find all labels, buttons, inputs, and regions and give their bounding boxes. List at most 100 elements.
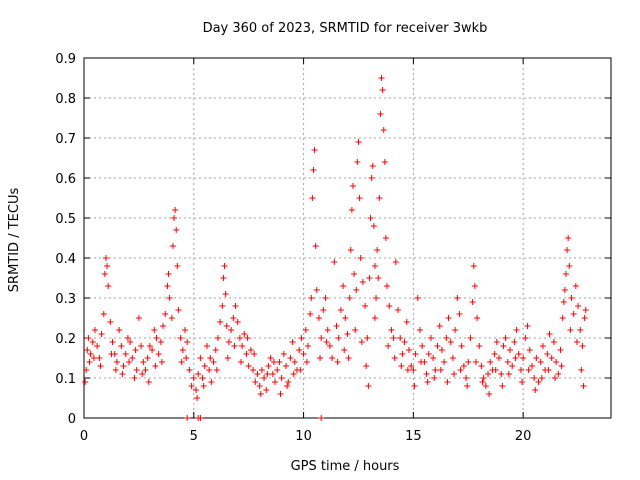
data-point [342,315,349,321]
data-point [265,363,272,369]
data-point [465,359,472,365]
data-point [572,283,579,289]
data-point [223,323,230,329]
x-axis-label: GPS time / hours [291,459,400,474]
y-tick-label: 0.9 [55,52,76,67]
data-point [297,367,304,373]
data-point [197,415,204,421]
data-point [225,339,232,345]
data-point [142,367,149,373]
data-point [375,275,382,281]
data-point [213,367,220,373]
data-point [454,295,461,301]
data-point [456,311,463,317]
data-point [438,347,445,353]
data-point [116,327,123,333]
data-point [349,183,356,189]
data-point [358,339,365,345]
data-point [217,319,224,325]
data-point [425,351,432,357]
data-point [171,215,178,221]
data-point [244,335,251,341]
data-point [140,359,147,365]
data-point [423,371,430,377]
data-point [138,343,145,349]
data-point [82,379,89,385]
data-point [434,343,441,349]
data-point [517,367,524,373]
data-point [158,359,165,365]
data-point [298,335,305,341]
data-point [552,375,559,381]
chart-title: Day 360 of 2023, SRMTID for receiver 3wk… [203,21,488,36]
data-point [404,367,411,373]
data-point [504,359,511,365]
data-point [220,275,227,281]
data-point [500,343,507,349]
data-point [544,351,551,357]
data-point [378,75,385,81]
data-point [307,311,314,317]
data-point [384,283,391,289]
data-point [354,159,361,165]
data-point [280,351,287,357]
data-point [444,379,451,385]
data-point [169,243,176,249]
data-point [381,159,388,165]
data-point [164,283,171,289]
data-point [151,327,158,333]
data-point [347,247,354,253]
data-point [562,271,569,277]
data-point [303,359,310,365]
data-point [437,367,444,373]
data-point [457,367,464,373]
data-point [376,195,383,201]
data-point [165,271,172,277]
data-point [355,139,362,145]
data-points [82,75,589,421]
data-point [496,355,503,361]
data-point [236,335,243,341]
data-point [399,351,406,357]
plot-frame [83,57,612,419]
data-point [192,387,199,393]
data-point [464,383,471,389]
data-point [474,315,481,321]
data-point [388,327,395,333]
data-point [560,299,567,305]
data-point [323,339,330,345]
data-point [289,339,296,345]
data-point [487,359,494,365]
data-point [345,355,352,361]
data-point [326,343,333,349]
data-point [179,347,186,353]
data-point [86,359,93,365]
data-point [471,283,478,289]
data-point [431,375,438,381]
data-point [96,355,103,361]
data-point [102,255,109,261]
data-point [526,347,533,353]
data-point [377,111,384,117]
y-tick-label: 0.3 [55,292,76,307]
data-point [100,311,107,317]
data-point [257,391,264,397]
data-point [379,87,386,93]
data-point [531,375,538,381]
data-point [107,319,114,325]
data-point [445,315,452,321]
data-point [203,343,210,349]
data-point [382,235,389,241]
data-point [234,319,241,325]
data-point [83,367,90,373]
data-point [87,351,94,357]
data-point [97,363,104,369]
data-point [214,335,221,341]
data-point [247,347,254,353]
data-point [412,351,419,357]
data-point [112,367,119,373]
data-point [277,391,284,397]
data-point [311,147,318,153]
data-point [168,315,175,321]
